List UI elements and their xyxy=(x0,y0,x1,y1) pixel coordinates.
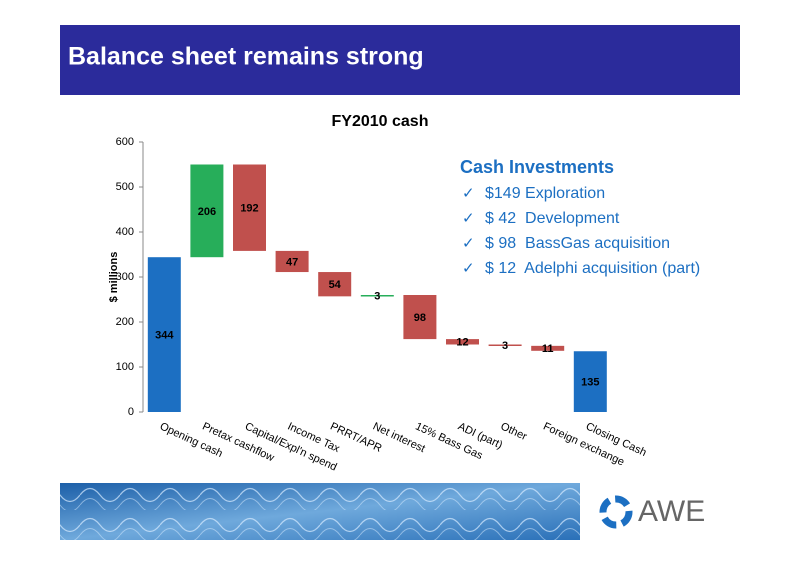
bar xyxy=(403,295,437,340)
y-tick-label: 200 xyxy=(116,316,134,328)
value-label: 47 xyxy=(286,256,298,268)
check-icon: ✓ xyxy=(462,260,475,277)
y-tick-label: 600 xyxy=(116,136,134,148)
logo-icon xyxy=(599,495,633,529)
value-label: 3 xyxy=(374,291,380,303)
value-label: 344 xyxy=(155,330,174,342)
bar xyxy=(318,272,352,297)
check-icon: ✓ xyxy=(462,185,475,202)
value-label: 206 xyxy=(198,206,216,218)
bar xyxy=(147,257,181,412)
bar xyxy=(360,295,394,297)
annotation-title: Cash Investments xyxy=(460,157,614,177)
value-label: 192 xyxy=(240,203,258,215)
check-icon: ✓ xyxy=(462,235,475,252)
logo-text: AWE xyxy=(638,495,705,528)
bar xyxy=(488,344,522,346)
slide-title: Balance sheet remains strong xyxy=(68,43,424,71)
value-label: 135 xyxy=(581,377,599,389)
bar xyxy=(233,164,266,251)
value-label: 54 xyxy=(329,279,342,291)
bar xyxy=(190,164,224,258)
y-tick-label: 300 xyxy=(116,271,134,283)
y-tick-label: 0 xyxy=(128,406,134,418)
y-tick-label: 400 xyxy=(116,226,134,238)
value-label: 12 xyxy=(456,337,468,349)
chart-title: FY2010 cash xyxy=(332,113,429,130)
annotation: Cash Investments ✓ $149 Exploration ✓ $ 42 … xyxy=(460,157,700,277)
footer-pattern xyxy=(60,483,580,540)
y-tick-label: 500 xyxy=(116,181,134,193)
bar xyxy=(531,345,565,351)
annotation-item: $ 42 Development xyxy=(485,210,620,227)
y-axis-label: $ millions xyxy=(108,252,120,303)
annotation-item: $ 12 Adelphi acquisition (part) xyxy=(485,260,700,277)
check-icon: ✓ xyxy=(462,210,475,227)
bar xyxy=(573,351,607,412)
value-label: 98 xyxy=(414,312,426,324)
header-band xyxy=(60,25,740,95)
y-tick-label: 100 xyxy=(116,361,134,373)
value-label: 3 xyxy=(502,340,508,352)
annotation-item: $149 Exploration xyxy=(485,185,605,202)
bar xyxy=(446,339,479,345)
bar xyxy=(275,250,309,273)
value-label: 11 xyxy=(542,343,554,355)
annotation-item: $ 98 BassGas acquisition xyxy=(485,235,670,252)
